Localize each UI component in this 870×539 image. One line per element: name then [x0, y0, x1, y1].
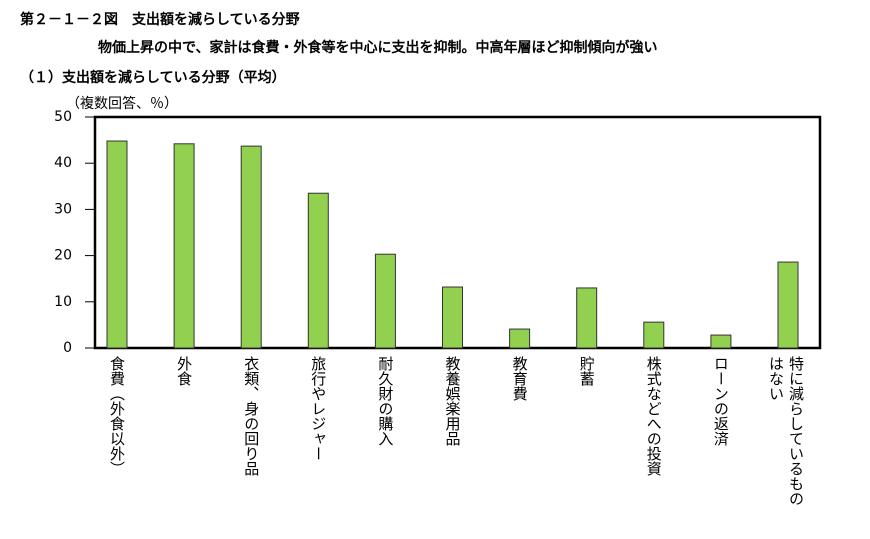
- bar: [710, 334, 732, 349]
- bar: [576, 287, 598, 349]
- x-tick-label: 耐久財の購入: [376, 356, 395, 446]
- bar: [106, 140, 128, 349]
- chart-title: 第２－１－２図 支出額を減らしている分野: [20, 11, 300, 28]
- chart-subtitle: 物価上昇の中で、家計は食費・外食等を中心に支出を抑制。中高年層ほど抑制傾向が強い: [98, 39, 657, 56]
- x-tick-label: ローンの返済: [711, 356, 730, 446]
- x-tick-label: 食費（外食以外）: [108, 356, 126, 476]
- bar: [509, 328, 531, 349]
- bar: [777, 261, 799, 349]
- y-tick-label: 50: [54, 109, 72, 125]
- y-tick-label: 10: [54, 294, 72, 310]
- y-axis-label: （複数回答、％）: [66, 95, 178, 112]
- bar: [173, 143, 195, 349]
- x-tick-label: 教育費: [510, 356, 529, 401]
- bar: [643, 321, 665, 349]
- x-tick-label: 特に減らしているものはない: [767, 356, 805, 506]
- x-tick-label: 貯蓄: [577, 356, 596, 386]
- bar: [374, 253, 396, 349]
- panel-title: （１）支出額を減らしている分野（平均）: [20, 69, 286, 86]
- x-tick-label: 旅行やレジャー: [309, 356, 328, 461]
- x-tick-label: 衣類、身の回り品: [242, 356, 261, 476]
- x-tick-label: 株式などへの投資: [644, 356, 663, 476]
- bar: [240, 145, 262, 349]
- y-tick-label: 0: [63, 340, 72, 356]
- y-tick-label: 30: [54, 201, 72, 217]
- x-tick-label: 教養娯楽用品: [443, 356, 462, 446]
- x-tick-label: 外食: [175, 356, 194, 386]
- bar: [442, 286, 463, 349]
- y-tick-label: 40: [54, 155, 72, 171]
- y-tick-label: 20: [54, 248, 72, 264]
- bar: [307, 192, 329, 349]
